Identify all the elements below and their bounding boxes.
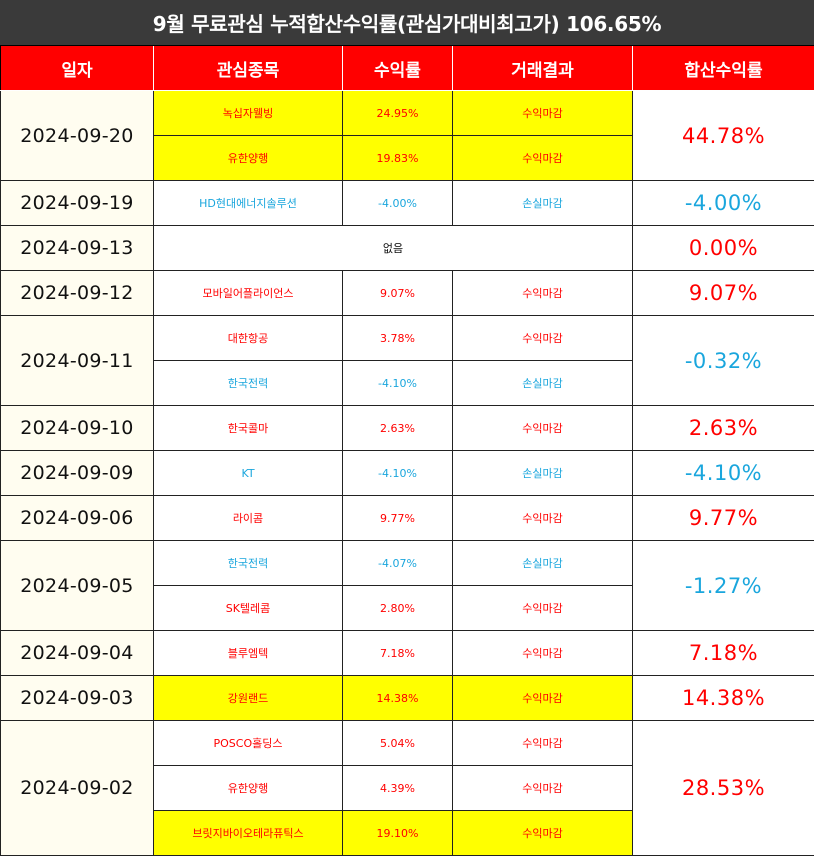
result-cell: 수익마감 [452,495,633,541]
returns-table: 일자 관심종목 수익률 거래결과 합산수익률 2024-09-20 녹십자웰빙 24… [0,46,814,856]
date-cell: 2024-09-09 [0,450,154,496]
total-return-cell: -0.32% [632,315,814,406]
table-row: 유한양행 19.83% 수익마감 [1,135,814,181]
table-row: 2024-09-04 블루엠텍 7.18% 수익마감 7.18% [0,630,814,676]
date-cell: 2024-09-04 [0,630,154,676]
return-cell: 7.18% [342,630,453,676]
date-cell: 2024-09-06 [0,495,154,541]
date-cell: 2024-09-12 [0,270,154,316]
return-cell: 19.10% [342,810,453,856]
total-return-cell: -4.10% [632,450,814,496]
result-cell: 손실마감 [452,540,633,586]
header-result: 거래결과 [452,46,633,91]
stock-cell: 브릿지바이오테라퓨틱스 [153,810,343,856]
return-cell: 5.04% [342,720,453,766]
stock-cell: HD현대에너지솔루션 [153,180,343,226]
total-return-cell: -1.27% [632,540,814,631]
table-row: 한국전력 -4.10% 손실마감 [1,360,814,406]
stock-cell: 한국전력 [153,540,343,586]
result-cell: 수익마감 [452,405,633,451]
result-cell: 수익마감 [452,270,633,316]
stock-cell: 한국콜마 [153,405,343,451]
return-cell: -4.00% [342,180,453,226]
result-cell: 손실마감 [452,180,633,226]
return-cell: -4.10% [342,360,453,406]
table-row: 브릿지바이오테라퓨틱스 19.10% 수익마감 [1,810,814,856]
date-cell: 2024-09-03 [0,675,154,721]
header-return: 수익률 [342,46,453,91]
table-body: 2024-09-20 녹십자웰빙 24.95% 수익마감 44.78% 유한양행 19.83… [0,90,814,856]
date-cell: 2024-09-20 [0,90,154,181]
result-cell: 수익마감 [452,90,633,136]
header-stock: 관심종목 [153,46,343,91]
total-return-cell: 0.00% [632,225,814,271]
return-cell: 14.38% [342,675,453,721]
return-cell: 2.80% [342,585,453,631]
stock-cell: 강원랜드 [153,675,343,721]
result-cell: 손실마감 [452,450,633,496]
result-cell: 수익마감 [452,810,633,856]
result-cell: 수익마감 [452,315,633,361]
table-row: 2024-09-02 POSCO홀딩스 5.04% 수익마감 28.53% [0,720,814,856]
stock-cell: POSCO홀딩스 [153,720,343,766]
result-cell: 손실마감 [452,360,633,406]
header-total: 합산수익률 [632,46,814,91]
stock-cell: 녹십자웰빙 [153,90,343,136]
table-row: 2024-09-12 모바일어플라이언스 9.07% 수익마감 9.07% [0,270,814,316]
result-cell: 수익마감 [452,720,633,766]
page-title: 9월 무료관심 누적합산수익률(관심가대비최고가) 106.65% [0,0,814,46]
return-cell: 9.07% [342,270,453,316]
total-return-cell: 44.78% [632,90,814,181]
total-return-cell: 28.53% [632,720,814,856]
return-cell: 24.95% [342,90,453,136]
date-cell: 2024-09-02 [0,720,154,856]
stock-cell: SK텔레콤 [153,585,343,631]
return-cell: 9.77% [342,495,453,541]
stock-cell: 대한항공 [153,315,343,361]
table-row: 유한양행 4.39% 수익마감 [1,765,814,811]
return-cell: -4.07% [342,540,453,586]
total-return-cell: 9.07% [632,270,814,316]
table-row: 2024-09-20 녹십자웰빙 24.95% 수익마감 44.78% [0,90,814,181]
table-row: SK텔레콤 2.80% 수익마감 [1,585,814,631]
date-cell: 2024-09-11 [0,315,154,406]
total-return-cell: 9.77% [632,495,814,541]
table-row: 2024-09-03 강원랜드 14.38% 수익마감 14.38% [0,675,814,721]
stock-cell: 유한양행 [153,135,343,181]
return-cell: 3.78% [342,315,453,361]
header-date: 일자 [0,46,154,91]
table-row: 2024-09-11 대한항공 3.78% 수익마감 -0.32% [0,315,814,406]
result-cell: 수익마감 [452,630,633,676]
stock-cell: 라이콤 [153,495,343,541]
table-row: 2024-09-13 없음 0.00% [0,225,814,271]
stock-cell: 모바일어플라이언스 [153,270,343,316]
result-cell: 수익마감 [452,585,633,631]
table-row: 2024-09-09 KT -4.10% 손실마감 -4.10% [0,450,814,496]
return-cell: 4.39% [342,765,453,811]
result-cell: 수익마감 [452,135,633,181]
no-stock-cell: 없음 [153,225,633,271]
result-cell: 수익마감 [452,675,633,721]
total-return-cell: 7.18% [632,630,814,676]
date-cell: 2024-09-10 [0,405,154,451]
total-return-cell: 2.63% [632,405,814,451]
stock-cell: 유한양행 [153,765,343,811]
total-return-cell: -4.00% [632,180,814,226]
return-cell: -4.10% [342,450,453,496]
date-cell: 2024-09-19 [0,180,154,226]
stock-cell: 블루엠텍 [153,630,343,676]
table-row: 2024-09-19 HD현대에너지솔루션 -4.00% 손실마감 -4.00% [0,180,814,226]
table-row: 2024-09-10 한국콜마 2.63% 수익마감 2.63% [0,405,814,451]
table-header: 일자 관심종목 수익률 거래결과 합산수익률 [0,46,814,91]
table-row: 2024-09-05 한국전력 -4.07% 손실마감 -1.27% [0,540,814,631]
date-cell: 2024-09-05 [0,540,154,631]
total-return-cell: 14.38% [632,675,814,721]
date-cell: 2024-09-13 [0,225,154,271]
return-cell: 2.63% [342,405,453,451]
stock-cell: 한국전력 [153,360,343,406]
result-cell: 수익마감 [452,765,633,811]
table-row: 2024-09-06 라이콤 9.77% 수익마감 9.77% [0,495,814,541]
return-cell: 19.83% [342,135,453,181]
stock-cell: KT [153,450,343,496]
